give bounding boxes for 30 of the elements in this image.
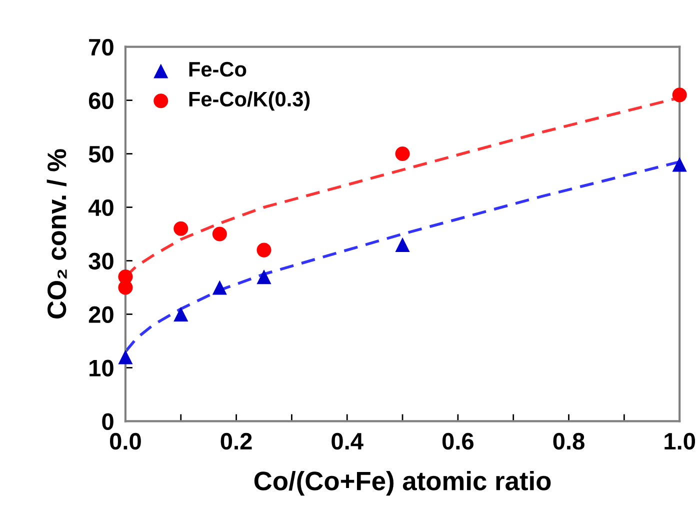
- x-tick-label: 1.0: [664, 432, 696, 450]
- point: [672, 88, 687, 102]
- x-tick-label: 0.8: [553, 432, 584, 450]
- y-tick-label: 50: [88, 146, 114, 163]
- point: [212, 226, 227, 242]
- x-tick-label: 0.2: [220, 432, 252, 450]
- x-axis-title: Co/(Co+Fe) atomic ratio: [254, 470, 551, 496]
- y-tick-label: 60: [88, 92, 114, 110]
- y-axis-title: CO₂ conv. / %: [46, 149, 67, 318]
- point: [174, 306, 188, 322]
- x-tick-label: 0.4: [332, 432, 364, 450]
- point: [672, 157, 687, 172]
- y-tick-label: 40: [88, 199, 114, 216]
- point: [174, 221, 188, 236]
- y-tick-label: 20: [88, 306, 114, 324]
- y-tick-label: 70: [89, 38, 114, 56]
- legend-label: Fe-Co/K(0.3): [189, 91, 310, 111]
- point: [256, 270, 272, 284]
- point: [395, 237, 410, 252]
- point: [212, 280, 227, 295]
- legend-label: Fe-Co: [189, 62, 246, 77]
- point: [256, 242, 272, 258]
- y-tick-label: 0: [102, 413, 114, 430]
- x-tick-label: 0.6: [442, 432, 474, 450]
- point: [395, 146, 410, 162]
- y-tick-label: 30: [88, 252, 114, 270]
- point: [118, 280, 133, 295]
- x-tick-label: 0.0: [110, 432, 141, 450]
- point: [118, 350, 133, 364]
- y-tick-label: 10: [90, 360, 114, 376]
